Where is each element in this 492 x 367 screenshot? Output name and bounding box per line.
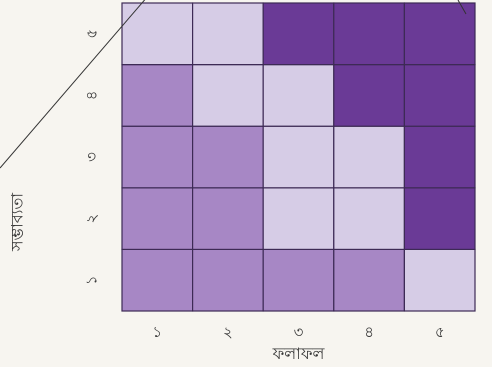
- heatmap-cell-r5-c4: [333, 2, 405, 66]
- y-tick-label: ৪: [83, 91, 101, 101]
- heatmap-cell-r2-c2: [192, 187, 264, 251]
- heatmap-cell-r5-c3: [262, 2, 335, 66]
- x-tick-label: ৩: [294, 323, 304, 341]
- x-tick-label: ১: [152, 323, 162, 341]
- heatmap-cell-r5-c5: [403, 2, 476, 66]
- heatmap-cell-r4-c3: [262, 63, 335, 127]
- y-tick-label: ৩: [83, 152, 101, 162]
- heatmap-cell-r2-c1: [121, 187, 194, 251]
- heatmap-cell-r5-c2: [192, 2, 264, 66]
- heatmap-cell-r2-c4: [333, 187, 405, 251]
- heatmap-cell-r4-c5: [403, 63, 476, 127]
- heatmap-cell-r4-c1: [121, 63, 194, 127]
- y-axis-ticks: ১ ২ ৩ ৪ ৫: [83, 29, 101, 285]
- heatmap-cell-r3-c3: [262, 125, 335, 189]
- x-tick-label: ২: [223, 323, 233, 341]
- diagonal-line-left: [0, 0, 146, 169]
- heatmap-cell-r1-c4: [333, 248, 405, 312]
- heatmap-cell-r1-c1: [121, 248, 194, 312]
- heatmap-cell-r3-c2: [192, 125, 264, 189]
- heatmap-cell-r3-c4: [333, 125, 405, 189]
- heatmap-cells: [121, 2, 476, 312]
- heatmap-cell-r3-c1: [121, 125, 194, 189]
- y-tick-label: ৫: [83, 29, 101, 39]
- heatmap-cell-r2-c5: [403, 187, 476, 251]
- heatmap-cell-r1-c2: [192, 248, 264, 312]
- x-tick-label: ৫: [435, 323, 445, 341]
- x-axis-ticks: ১ ২ ৩ ৪ ৫: [152, 323, 444, 341]
- heatmap-cell-r1-c3: [262, 248, 335, 312]
- heatmap-cell-r2-c3: [262, 187, 335, 251]
- y-axis-title: সম্ভাব্যতা: [8, 193, 27, 252]
- heatmap-cell-r1-c5: [403, 248, 476, 312]
- x-tick-label: ৪: [364, 323, 374, 341]
- heatmap-cell-r4-c2: [192, 63, 264, 127]
- x-axis-title: ফলাফল: [272, 344, 326, 363]
- heatmap-cell-r4-c4: [333, 63, 405, 127]
- heatmap-cell-r5-c1: [121, 2, 194, 66]
- heatmap-cell-r3-c5: [403, 125, 476, 189]
- y-tick-label: ১: [83, 275, 101, 285]
- y-tick-label: ২: [83, 214, 101, 224]
- diagonal-line-right: [457, 0, 467, 15]
